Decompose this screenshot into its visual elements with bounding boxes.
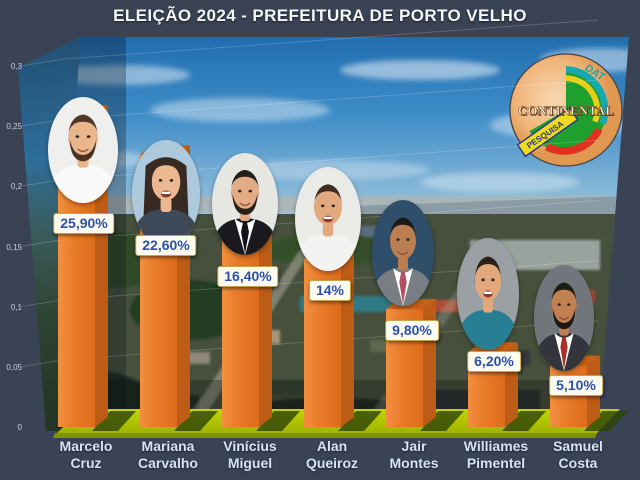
candidate-photo <box>132 140 200 248</box>
candidate-name-line2: Pimentel <box>466 454 526 471</box>
candidate-name-line2: Costa <box>558 454 598 471</box>
candidate-photo <box>295 167 361 271</box>
value-label: 5,10% <box>549 375 603 396</box>
y-tick-label: 0,2 <box>10 182 22 192</box>
candidate-name: Jair Montes <box>371 438 457 471</box>
bar-shadow <box>420 411 464 431</box>
y-tick-label: 0,1 <box>10 302 22 312</box>
candidate-name-line1: Marcelo <box>59 438 113 454</box>
value-label: 9,80% <box>385 320 439 341</box>
value-label: 6,20% <box>467 351 521 372</box>
value-label: 14% <box>308 280 352 301</box>
candidate-name-line1: Mariana <box>141 438 195 454</box>
bar-shadow <box>174 411 218 431</box>
gridline <box>19 19 599 67</box>
candidate-name-line2: Carvalho <box>138 454 198 471</box>
bar-side-face <box>259 219 272 427</box>
y-tick-label: 0,25 <box>6 122 22 132</box>
svg-text:CONTINENTAL: CONTINENTAL <box>519 104 615 119</box>
y-tick-label: 0,05 <box>6 362 22 372</box>
candidate-name-line2: Miguel <box>227 454 273 471</box>
bar-shadow <box>338 411 382 431</box>
candidate-name-line1: Alan <box>316 438 348 454</box>
continental-pesquisa-logo-icon: PESQUISA DAT CONTINENTAL CONTINENTAL <box>508 52 624 168</box>
y-tick-label: 0,3 <box>10 62 22 71</box>
bar-shadow <box>256 411 300 431</box>
candidate-photo <box>372 200 434 306</box>
candidate-photo-frame <box>295 167 361 271</box>
candidate-photo-frame <box>534 265 594 371</box>
value-label: 16,40% <box>217 266 279 287</box>
candidate-photo <box>48 97 118 203</box>
value-label: 22,60% <box>135 235 197 256</box>
bar-shadow <box>502 411 546 431</box>
candidate-name-line1: Williames <box>463 438 529 454</box>
bar-side-face <box>341 248 354 427</box>
candidate-name-line1: Samuel <box>553 438 603 454</box>
candidate-name: Mariana Carvalho <box>125 438 211 471</box>
y-tick-label: 0,15 <box>6 242 22 252</box>
candidate-name-line1: Jair <box>401 438 427 454</box>
candidate-name: Alan Queiroz <box>289 438 375 471</box>
candidate-photo-frame <box>132 140 200 248</box>
y-tick-label: 0 <box>17 423 22 432</box>
value-label: 25,90% <box>53 213 115 234</box>
bar-side-face <box>423 299 436 427</box>
bar-shadow <box>584 411 628 431</box>
candidate-photo <box>212 153 278 255</box>
candidate-photo-frame <box>48 97 118 203</box>
bar <box>222 229 259 427</box>
candidate-name: Marcelo Cruz <box>43 438 129 471</box>
candidate-name-line2: Cruz <box>70 454 102 471</box>
candidate-photo-frame <box>372 200 434 306</box>
candidate-photo-frame <box>212 153 278 255</box>
candidate-name: Williames Pimentel <box>453 438 539 471</box>
candidate-photo <box>457 238 519 350</box>
candidate-photo <box>534 265 594 371</box>
logo-main-text: CONTINENTAL <box>518 103 614 118</box>
candidate-photo-frame <box>457 238 519 350</box>
candidate-name-line2: Queiroz <box>305 454 359 471</box>
candidate-name-line2: Montes <box>389 454 439 471</box>
candidate-name: Samuel Costa <box>535 438 621 471</box>
bar-shadow <box>92 411 136 431</box>
candidate-name: Vinícius Miguel <box>207 438 293 471</box>
floor-front-edge <box>53 433 597 438</box>
candidate-name-line1: Vinícius <box>223 438 277 454</box>
bar-shadows <box>92 411 628 431</box>
page-title: ELEIÇÃO 2024 - PREFEITURA DE PORTO VELHO <box>113 6 527 25</box>
